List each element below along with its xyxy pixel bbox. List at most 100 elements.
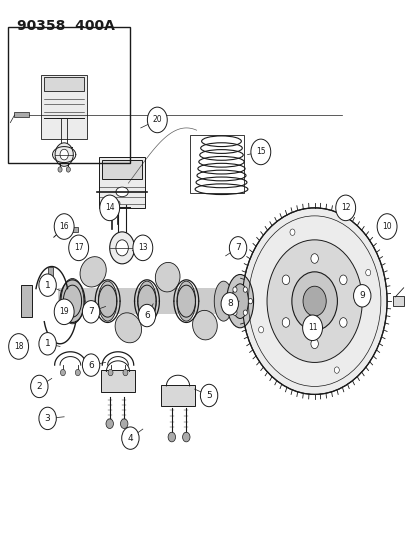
Circle shape	[55, 143, 73, 166]
Bar	[61, 227, 78, 232]
Circle shape	[100, 195, 119, 221]
Circle shape	[133, 235, 152, 261]
Circle shape	[232, 287, 236, 292]
Circle shape	[339, 318, 346, 327]
Ellipse shape	[226, 274, 253, 328]
Bar	[190, 135, 244, 193]
Circle shape	[39, 407, 56, 430]
Text: 7: 7	[235, 244, 240, 252]
Circle shape	[282, 318, 289, 327]
Bar	[21, 285, 32, 317]
Circle shape	[353, 285, 370, 307]
Circle shape	[365, 269, 370, 276]
Circle shape	[69, 235, 88, 261]
Circle shape	[60, 149, 68, 160]
Circle shape	[200, 384, 217, 407]
Bar	[102, 160, 142, 179]
Text: 12: 12	[340, 204, 349, 212]
Bar	[101, 370, 134, 392]
Text: 10: 10	[381, 222, 391, 231]
Circle shape	[121, 427, 139, 449]
Circle shape	[248, 298, 252, 304]
Circle shape	[258, 327, 263, 333]
Circle shape	[116, 240, 128, 256]
Text: 1: 1	[45, 340, 50, 348]
Ellipse shape	[98, 281, 116, 321]
Circle shape	[229, 237, 246, 259]
Circle shape	[242, 310, 247, 316]
Text: 1: 1	[45, 281, 50, 289]
Ellipse shape	[61, 278, 83, 324]
Ellipse shape	[155, 262, 180, 292]
Circle shape	[116, 201, 120, 206]
Circle shape	[227, 298, 231, 304]
Text: 4: 4	[127, 434, 133, 442]
Circle shape	[39, 274, 56, 296]
Circle shape	[376, 214, 396, 239]
Circle shape	[54, 299, 74, 325]
Circle shape	[108, 369, 113, 376]
Text: 14: 14	[104, 204, 114, 212]
Circle shape	[39, 333, 56, 355]
Circle shape	[106, 419, 113, 429]
Text: 6: 6	[144, 311, 150, 320]
Circle shape	[123, 369, 128, 376]
Ellipse shape	[214, 281, 233, 321]
Ellipse shape	[115, 313, 141, 343]
Bar	[47, 266, 52, 280]
Ellipse shape	[177, 281, 195, 321]
Circle shape	[232, 310, 236, 316]
Circle shape	[138, 304, 155, 327]
Bar	[44, 77, 84, 91]
Bar	[14, 112, 29, 117]
Circle shape	[335, 195, 355, 221]
Ellipse shape	[231, 284, 248, 318]
Text: 7: 7	[88, 308, 94, 316]
Circle shape	[60, 369, 65, 376]
Text: 19: 19	[59, 308, 69, 316]
Circle shape	[310, 339, 318, 349]
Ellipse shape	[192, 310, 217, 340]
Circle shape	[282, 275, 289, 285]
Text: 13: 13	[138, 244, 147, 252]
Circle shape	[75, 369, 80, 376]
Text: 18: 18	[14, 342, 23, 351]
Circle shape	[334, 367, 339, 373]
Bar	[41, 75, 87, 139]
Circle shape	[302, 315, 322, 341]
Text: 6: 6	[88, 361, 94, 369]
Text: 15: 15	[255, 148, 265, 156]
Text: 16: 16	[59, 222, 69, 231]
Bar	[392, 296, 403, 306]
Circle shape	[9, 334, 28, 359]
Circle shape	[291, 272, 337, 330]
Circle shape	[109, 232, 134, 264]
Text: 3: 3	[45, 414, 50, 423]
Circle shape	[266, 240, 361, 362]
Circle shape	[109, 206, 114, 212]
Circle shape	[147, 107, 167, 133]
Circle shape	[82, 301, 100, 323]
Circle shape	[66, 167, 70, 172]
Circle shape	[339, 275, 346, 285]
Bar	[8, 27, 130, 163]
Circle shape	[310, 254, 318, 263]
Text: 8: 8	[226, 300, 232, 308]
Text: 17: 17	[74, 244, 83, 252]
Circle shape	[250, 139, 270, 165]
Text: 20: 20	[152, 116, 162, 124]
Circle shape	[242, 208, 386, 394]
Circle shape	[289, 229, 294, 236]
Text: 90358  400A: 90358 400A	[17, 19, 114, 33]
Text: 11: 11	[307, 324, 316, 332]
Circle shape	[82, 354, 100, 376]
Circle shape	[168, 432, 175, 442]
Bar	[58, 288, 240, 314]
Circle shape	[54, 214, 74, 239]
Text: 2: 2	[36, 382, 42, 391]
Text: 5: 5	[206, 391, 211, 400]
Bar	[161, 385, 194, 406]
Ellipse shape	[80, 257, 106, 287]
Text: 9: 9	[358, 292, 364, 300]
Circle shape	[221, 293, 238, 315]
